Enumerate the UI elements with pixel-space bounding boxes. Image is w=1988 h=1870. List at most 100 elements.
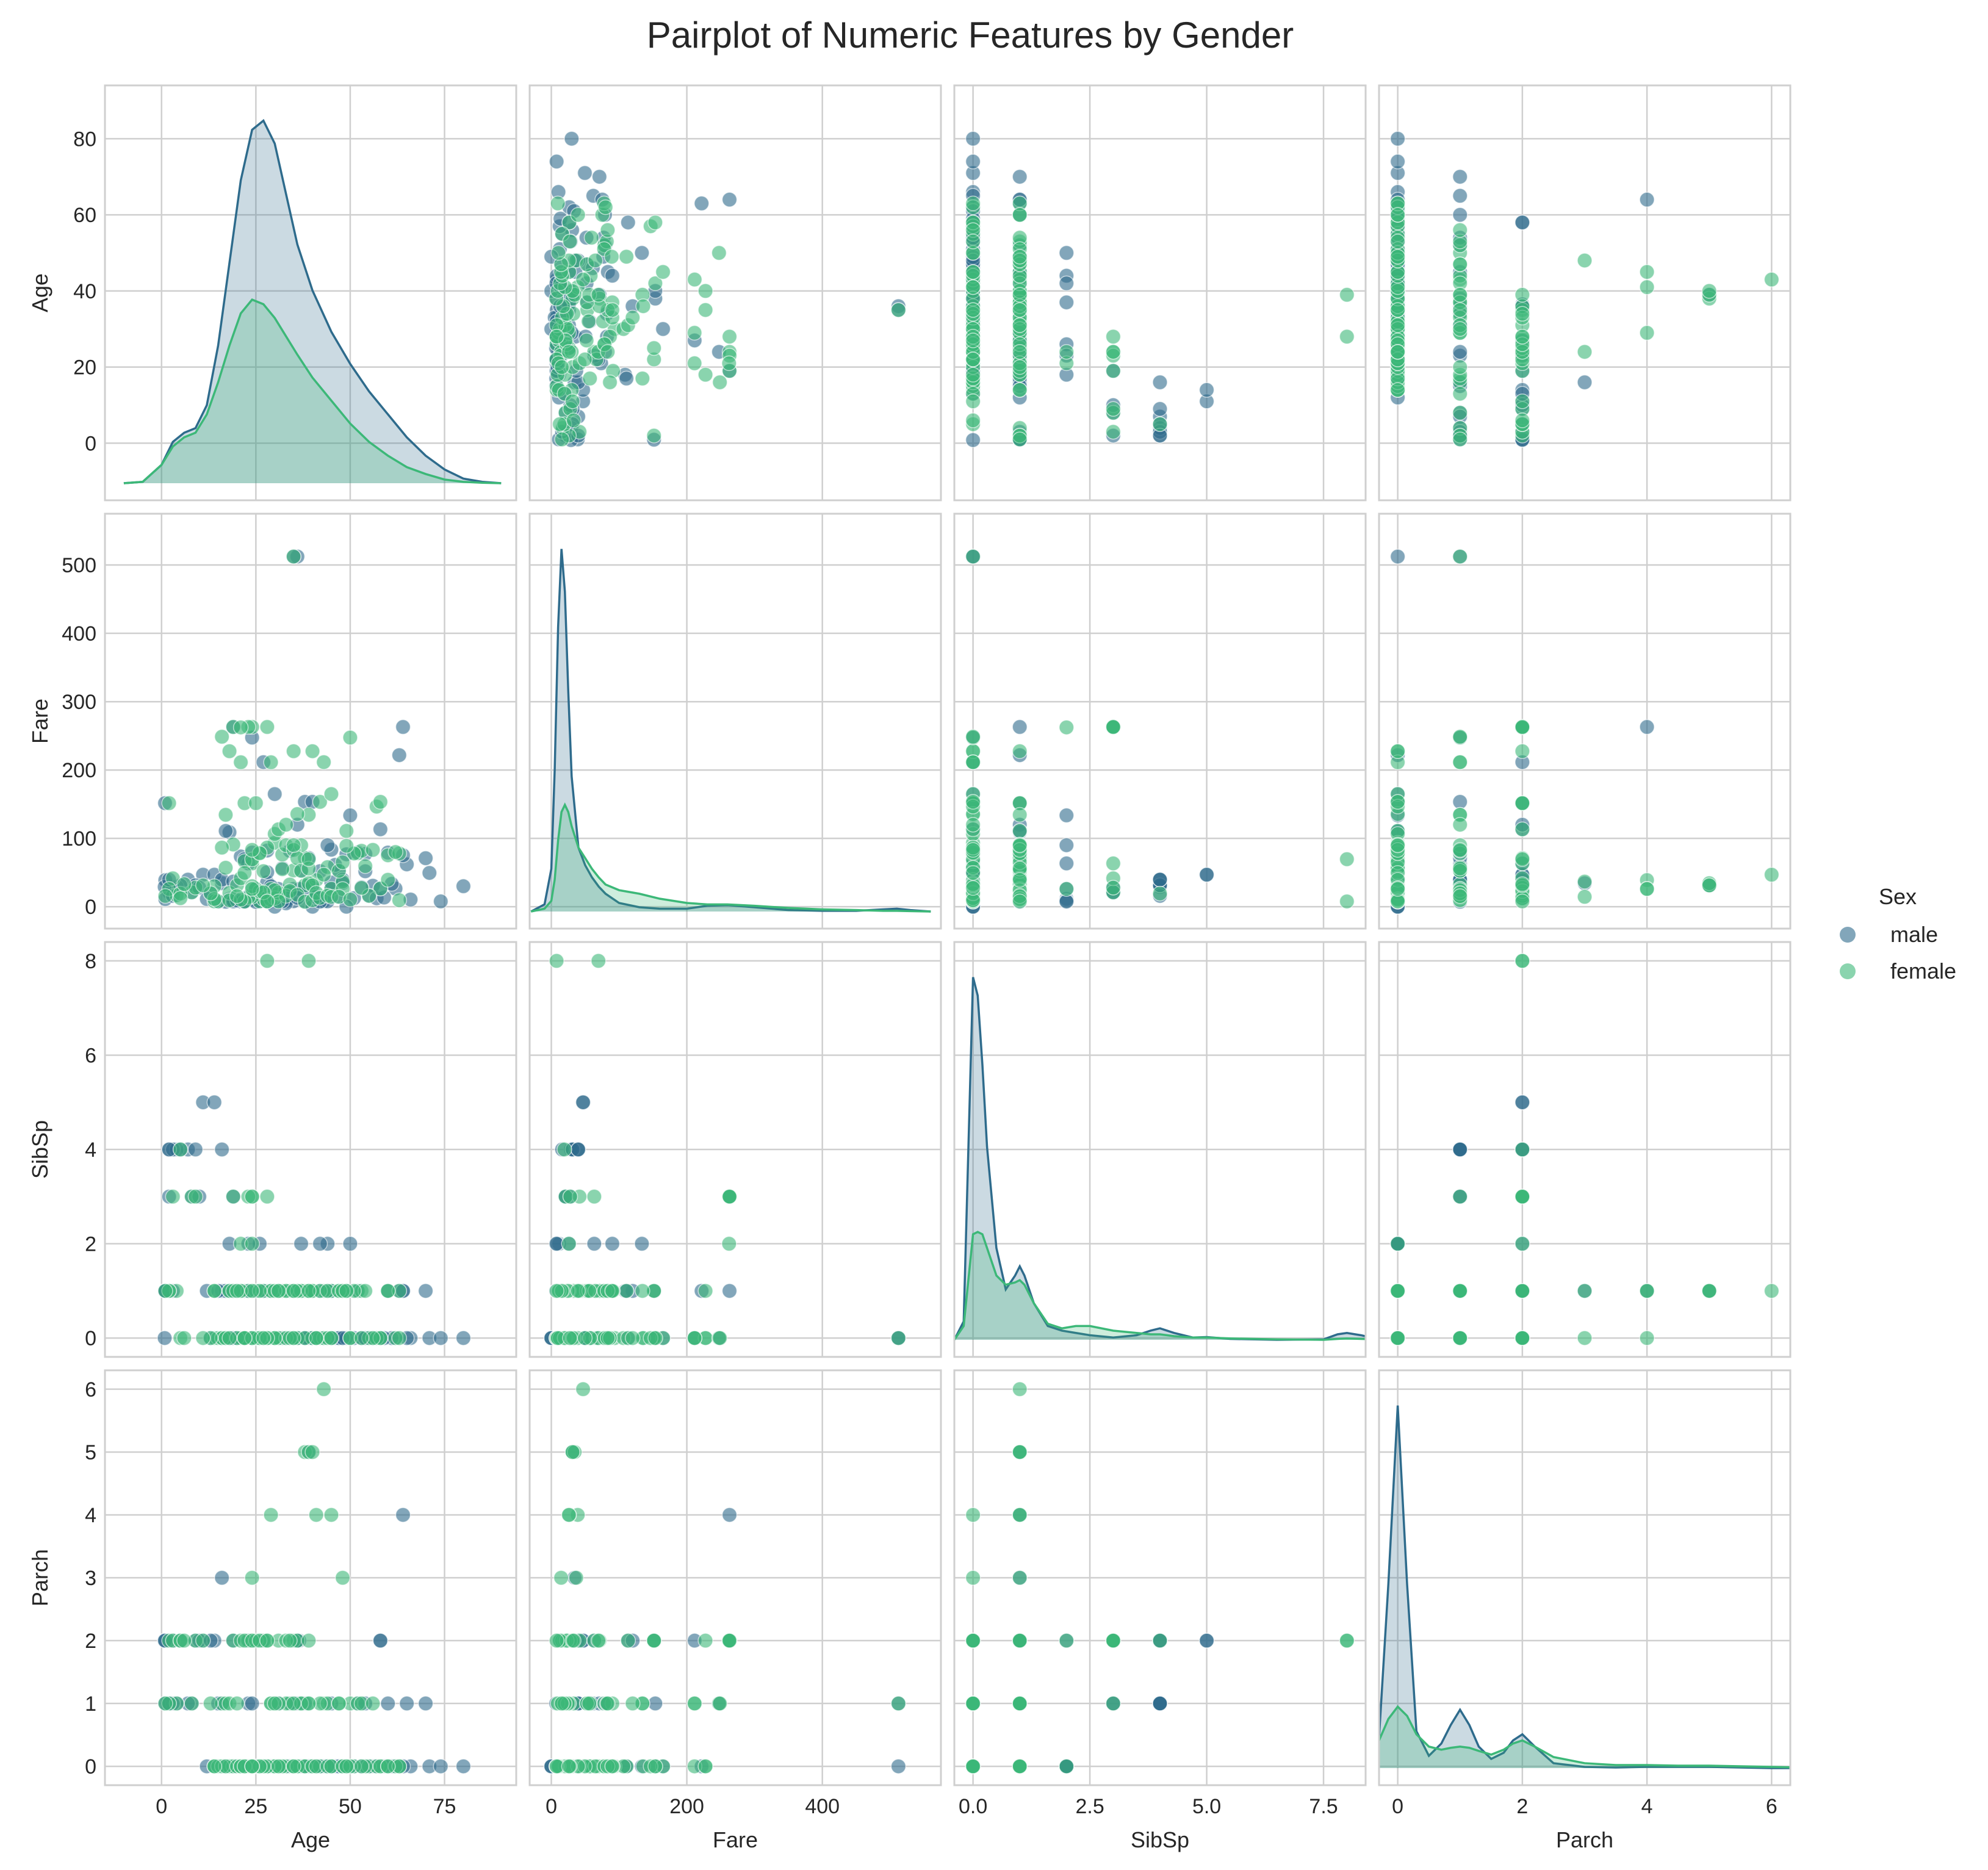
- point-female: [1389, 234, 1406, 250]
- point-female: [244, 842, 260, 858]
- point-male: [372, 821, 389, 837]
- point-female: [602, 374, 618, 390]
- point-female: [1389, 248, 1406, 265]
- point-female: [365, 842, 381, 858]
- point-female: [625, 1696, 641, 1711]
- point-male: [244, 1696, 260, 1711]
- point-female: [625, 309, 641, 326]
- point-female: [338, 1758, 355, 1774]
- point-female: [334, 1570, 351, 1586]
- point-female: [1452, 548, 1468, 564]
- point-female: [1059, 1758, 1075, 1774]
- point-female: [357, 858, 373, 874]
- point-male: [417, 1696, 434, 1711]
- point-female: [391, 1330, 408, 1346]
- point-female: [172, 1142, 189, 1157]
- point-male: [694, 195, 710, 212]
- point-female: [1577, 253, 1593, 268]
- point-female: [1012, 248, 1028, 265]
- point-female: [1105, 880, 1122, 896]
- point-male: [417, 850, 434, 866]
- point-female: [965, 234, 981, 250]
- point-female: [620, 1633, 636, 1649]
- point-female: [221, 743, 237, 760]
- panel-frame: [1378, 1369, 1792, 1786]
- point-female: [1514, 795, 1530, 811]
- y-tick-label: 500: [62, 554, 96, 577]
- point-female: [577, 1330, 593, 1346]
- point-female: [1452, 1189, 1468, 1205]
- x-tick-label: 0: [156, 1795, 167, 1818]
- point-male: [1152, 374, 1168, 390]
- point-female: [1012, 1696, 1028, 1711]
- point-female: [1012, 287, 1028, 303]
- point-female: [372, 794, 389, 810]
- y-tick-label: 0: [85, 896, 96, 919]
- point-female: [586, 1189, 602, 1205]
- point-female: [965, 1758, 981, 1774]
- point-female: [1105, 423, 1122, 440]
- point-female: [581, 1696, 597, 1711]
- kde-fill-male: [123, 120, 502, 483]
- point-female: [549, 953, 564, 969]
- point-female: [562, 1189, 578, 1205]
- point-female: [1514, 412, 1530, 428]
- point-female: [618, 1283, 635, 1299]
- point-female: [157, 888, 173, 904]
- kde-fill-female: [531, 805, 931, 912]
- point-female: [647, 1330, 663, 1346]
- point-female: [195, 877, 211, 893]
- x-tick-label: 75: [433, 1795, 456, 1818]
- point-female: [570, 1283, 586, 1299]
- kde-fill-female: [954, 1232, 1366, 1340]
- point-female: [218, 860, 234, 876]
- point-female: [1105, 1696, 1122, 1711]
- point-female: [562, 234, 578, 250]
- point-female: [365, 1696, 381, 1711]
- point-female: [1389, 302, 1406, 318]
- panel-fare-vs-age: 0 100 200 300 400 500 Fare: [27, 512, 517, 930]
- y-tick-label: 6: [85, 1378, 96, 1401]
- point-female: [1452, 222, 1468, 238]
- point-female: [176, 1633, 192, 1649]
- y-tick-label: 3: [85, 1567, 96, 1590]
- point-male: [721, 1283, 738, 1299]
- panel-frame: [104, 1369, 517, 1786]
- point-male: [604, 268, 621, 284]
- point-female: [1152, 416, 1168, 432]
- point-female: [554, 431, 570, 447]
- point-male: [455, 1758, 472, 1774]
- point-female: [315, 1381, 332, 1397]
- point-male: [214, 1570, 230, 1586]
- point-female: [244, 1570, 260, 1586]
- point-female: [1105, 719, 1122, 735]
- scatter-points: [543, 131, 907, 448]
- point-female: [591, 953, 607, 969]
- point-female: [1514, 394, 1530, 409]
- point-female: [255, 863, 272, 879]
- point-female: [965, 195, 981, 212]
- point-female: [391, 892, 408, 908]
- y-tick-label: 300: [62, 691, 96, 714]
- panel-frame: [104, 941, 517, 1358]
- point-female: [172, 890, 189, 906]
- point-female: [1452, 842, 1468, 858]
- point-male: [634, 245, 650, 261]
- point-female: [577, 351, 593, 367]
- point-male: [395, 719, 411, 735]
- point-male: [1198, 866, 1215, 883]
- x-axis-label-parch: Parch: [1556, 1827, 1613, 1852]
- point-female: [1514, 893, 1530, 910]
- point-female: [1059, 343, 1075, 360]
- point-male: [455, 1330, 472, 1346]
- point-female: [561, 1507, 577, 1523]
- point-male: [1198, 1633, 1215, 1649]
- point-female: [1012, 743, 1028, 760]
- point-female: [686, 355, 702, 372]
- point-female: [686, 1330, 703, 1346]
- point-female: [1339, 287, 1355, 303]
- point-female: [263, 1507, 279, 1523]
- point-female: [286, 1758, 301, 1774]
- point-female: [221, 1330, 237, 1346]
- y-tick-label: 100: [62, 827, 96, 850]
